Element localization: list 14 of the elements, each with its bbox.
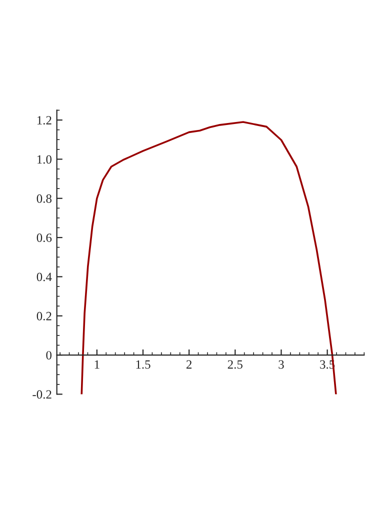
y-tick-label: 0.4 (36, 272, 52, 282)
x-tick-label: 3 (278, 360, 284, 369)
y-tick-label: 1.0 (37, 155, 52, 164)
x-tick-label: 1 (94, 360, 100, 369)
x-tick-label: 2 (186, 360, 192, 369)
x-tick-label: 2.5 (228, 360, 242, 369)
x-tick-label: 1.5 (136, 360, 150, 369)
y-tick-label: 0.6 (36, 234, 52, 242)
y-tick-label: 0 (46, 351, 52, 360)
y-tick-label: 0.2 (36, 312, 52, 320)
y-tick-label: 1.2 (37, 116, 52, 125)
y-tick-label: -0.2 (32, 390, 52, 399)
y-tick-label: 0.8 (36, 194, 52, 203)
line-series (80, 121, 337, 394)
